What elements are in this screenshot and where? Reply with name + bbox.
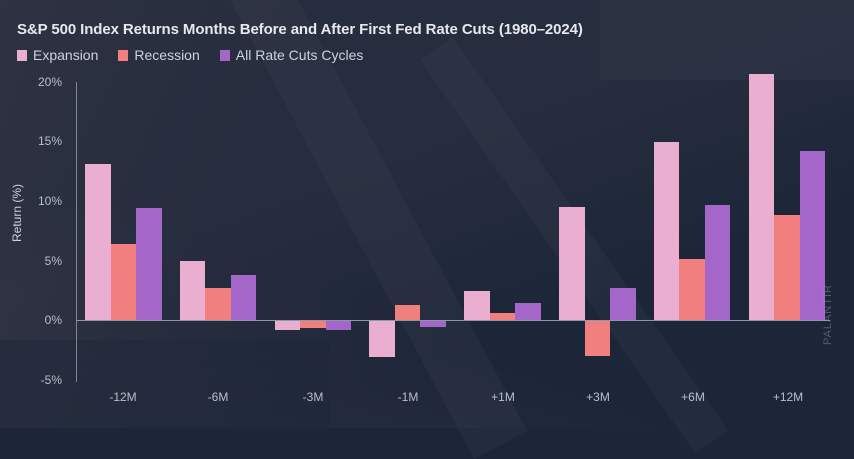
bar-all-rate-cuts-cycles-+1M [515, 303, 541, 320]
bar-recession--6M [205, 287, 231, 320]
bar-all-rate-cuts-cycles-+6M [704, 204, 731, 320]
x-tick: +1M [491, 390, 515, 404]
bar-recession--12M [110, 243, 136, 320]
legend-label: All Rate Cuts Cycles [235, 47, 364, 63]
x-tick: +6M [681, 390, 705, 404]
legend-swatch-recession [118, 49, 129, 61]
bar-expansion--12M [85, 164, 111, 320]
x-tick: -6M [207, 390, 229, 404]
bar-recession-+1M [489, 312, 516, 320]
bar-all-rate-cuts-cycles--12M [136, 208, 162, 320]
y-tick: 0% [44, 313, 62, 327]
y-axis-label: Return (%) [10, 183, 24, 242]
legend-swatch-expansion [17, 49, 27, 61]
legend-item-recession[interactable]: Recession [118, 47, 200, 63]
x-tick: -1M [397, 390, 419, 404]
y-tick: 20% [37, 75, 62, 89]
bar-all-rate-cuts-cycles--3M [325, 320, 352, 330]
x-axis-line [76, 320, 830, 321]
y-axis-line [76, 82, 77, 382]
y-tick: -5% [40, 373, 62, 387]
x-tick: +12M [772, 390, 804, 404]
y-tick: 15% [37, 134, 62, 148]
bar-expansion-+6M [653, 141, 680, 320]
bar-recession--3M [300, 320, 326, 329]
bar-expansion-+12M [748, 73, 775, 320]
y-tick: 5% [44, 254, 62, 268]
legend-item-expansion[interactable]: Expansion [17, 47, 98, 63]
legend-swatch-all-cycles [219, 49, 230, 61]
y-tick: 10% [37, 194, 62, 208]
bar-all-rate-cuts-cycles--6M [230, 274, 257, 320]
legend-label: Recession [134, 47, 200, 63]
legend-label: Expansion [33, 47, 99, 63]
x-tick: -12M [109, 390, 137, 404]
bar-all-rate-cuts-cycles-+3M [610, 287, 636, 320]
x-tick: +3M [586, 390, 610, 404]
bar-recession-+12M [774, 215, 800, 320]
palantir-watermark: PALANTIR [822, 284, 834, 345]
chart-title: S&P 500 Index Returns Months Before and … [17, 21, 583, 38]
bar-recession--1M [394, 304, 421, 320]
bar-all-rate-cuts-cycles--1M [420, 320, 446, 328]
bar-expansion--3M [274, 320, 301, 330]
legend-item-all-cycles[interactable]: All Rate Cuts Cycles [219, 47, 364, 63]
bar-expansion--1M [369, 320, 395, 357]
bar-expansion--6M [179, 260, 206, 320]
bar-recession-+6M [679, 259, 705, 320]
bar-expansion-+1M [464, 291, 490, 320]
bar-expansion-+3M [559, 206, 585, 320]
bar-all-rate-cuts-cycles-+12M [799, 151, 826, 320]
legend: Expansion Recession All Rate Cuts Cycles [17, 47, 363, 63]
x-tick: -3M [302, 390, 324, 404]
bar-recession-+3M [584, 320, 610, 356]
